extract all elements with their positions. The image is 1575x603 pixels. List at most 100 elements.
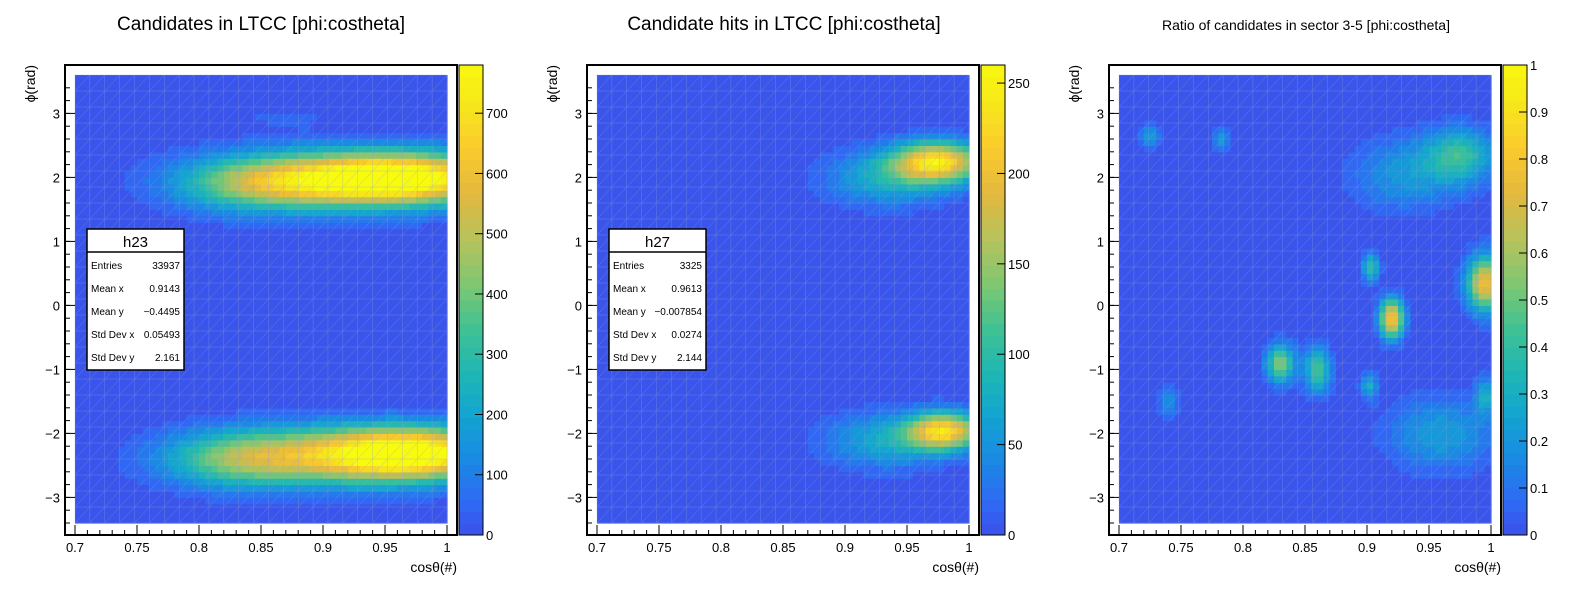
heatmap-cell — [211, 75, 219, 82]
heatmap-cell — [211, 388, 219, 396]
heatmap-cell — [316, 484, 324, 492]
heatmap-cell — [440, 273, 448, 281]
grid-line-diagonal — [119, 186, 135, 204]
heatmap-cell — [186, 151, 194, 159]
heatmap-cell — [112, 145, 119, 153]
heatmap-cell — [403, 459, 411, 466]
heatmap-cell — [186, 503, 194, 511]
heatmap-cell — [378, 190, 386, 198]
heatmap-cell — [397, 446, 405, 454]
grid-line-diagonal — [104, 154, 120, 172]
heatmap-cell — [93, 196, 101, 204]
heatmap-cell — [372, 382, 380, 390]
heatmap-cell — [422, 356, 429, 364]
heatmap-cell — [366, 401, 374, 409]
grid-line-diagonal — [238, 490, 254, 508]
grid-line-diagonal — [164, 378, 180, 396]
heatmap-cell — [372, 292, 380, 300]
heatmap-cell — [292, 145, 299, 153]
grid-line-diagonal — [327, 314, 344, 332]
heatmap-cell — [124, 75, 132, 82]
heatmap-cell — [335, 350, 343, 358]
heatmap-cell — [118, 215, 126, 223]
heatmap-cell — [391, 228, 398, 236]
heatmap-cell — [329, 273, 336, 281]
chart-panel-1: Candidates in LTCC [phi:costheta]0.7 0.75… — [22, 14, 508, 575]
heatmap-cell — [378, 100, 386, 108]
heatmap-cell — [341, 177, 349, 185]
heatmap-cell — [106, 215, 113, 223]
heatmap-cell — [385, 260, 392, 268]
heatmap-cell — [329, 254, 336, 262]
heatmap-cell — [403, 439, 411, 447]
heatmap-cell — [273, 107, 281, 114]
heatmap-cell — [149, 75, 157, 82]
heatmap-cell — [205, 196, 212, 204]
grid-line-diagonal — [74, 90, 91, 108]
heatmap-cell — [75, 126, 82, 134]
heatmap-cell — [112, 484, 119, 492]
heatmap-cell — [174, 420, 181, 428]
heatmap-cell — [385, 331, 392, 338]
grid-line-diagonal — [298, 282, 314, 300]
heatmap-cell — [174, 100, 181, 108]
heatmap-cell — [230, 228, 237, 236]
heatmap-cell — [279, 292, 287, 300]
heatmap-cell — [440, 497, 448, 505]
grid-line-diagonal — [89, 442, 105, 460]
heatmap-cell — [298, 305, 305, 313]
heatmap-cell — [403, 247, 411, 255]
grid-line-diagonal — [327, 106, 344, 124]
grid-line-diagonal — [164, 122, 180, 140]
heatmap-cell — [279, 395, 287, 402]
heatmap-cell — [192, 420, 200, 428]
heatmap-cell — [93, 94, 101, 102]
heatmap-cell — [93, 171, 101, 178]
heatmap-cell — [217, 113, 225, 121]
heatmap-cell — [329, 491, 336, 498]
heatmap-cell — [279, 382, 287, 390]
heatmap-cell — [378, 388, 386, 396]
heatmap-cell — [422, 171, 429, 178]
grid-line-diagonal — [298, 170, 314, 188]
heatmap-cell — [205, 100, 212, 108]
heatmap-cell — [310, 350, 318, 358]
heatmap-cell — [440, 267, 448, 274]
heatmap-cell — [341, 247, 349, 255]
heatmap-cell — [304, 190, 312, 198]
grid-line-diagonal — [119, 74, 135, 92]
heatmap-cell — [335, 305, 343, 313]
heatmap-cell — [391, 247, 398, 255]
heatmap-cell — [285, 254, 293, 262]
heatmap-cell — [416, 209, 423, 217]
heatmap-cell — [409, 94, 417, 102]
grid-line-diagonal — [193, 506, 210, 524]
grid-line-diagonal — [402, 170, 418, 188]
grid-line-diagonal — [312, 410, 329, 428]
heatmap-cell — [112, 516, 119, 524]
heatmap-cell — [323, 420, 330, 428]
heatmap-cell — [236, 337, 243, 345]
heatmap-cell — [310, 414, 318, 422]
heatmap-cell — [335, 119, 343, 127]
heatmap-cell — [242, 126, 250, 134]
heatmap-cell — [118, 465, 126, 473]
heatmap-cell — [180, 158, 188, 166]
grid-line-diagonal — [268, 122, 284, 140]
heatmap-cell — [211, 260, 219, 268]
heatmap-cell — [106, 139, 113, 146]
heatmap-cell — [366, 350, 374, 358]
heatmap-cell — [205, 331, 212, 338]
heatmap-cell — [329, 324, 336, 332]
heatmap-cell — [137, 139, 144, 146]
heatmap-cell — [261, 388, 268, 396]
heatmap-cell — [149, 427, 157, 434]
grid-line-diagonal — [298, 202, 314, 220]
heatmap-cell — [174, 75, 181, 82]
heatmap-cell — [316, 311, 324, 319]
grid-line-diagonal — [149, 458, 165, 476]
heatmap-cell — [416, 439, 423, 447]
heatmap-cell — [341, 190, 349, 198]
heatmap-cell — [205, 356, 212, 364]
heatmap-cell — [199, 171, 206, 178]
